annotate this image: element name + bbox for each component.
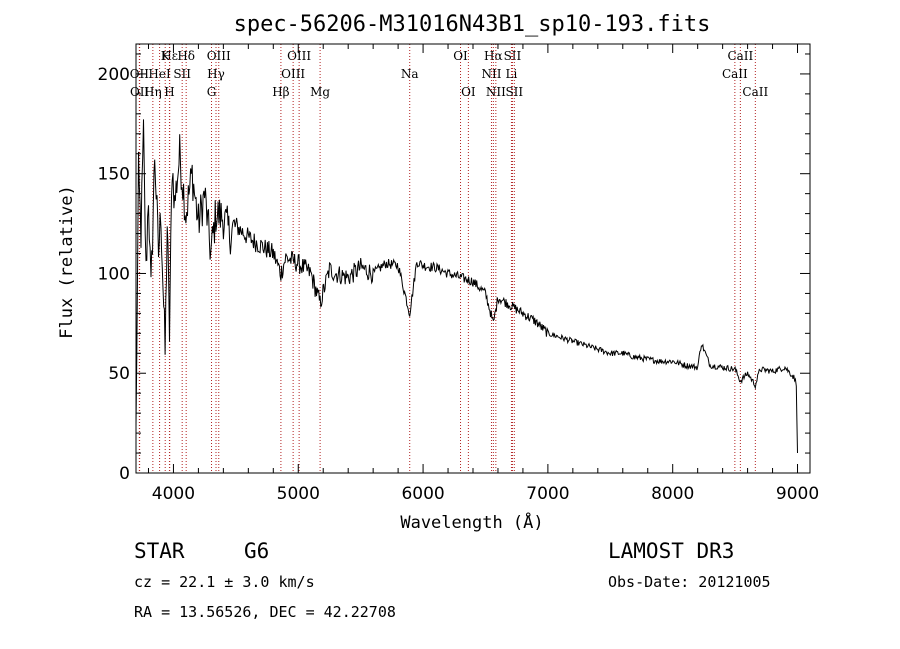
line-label-10: Hγ [207, 67, 225, 81]
y-axis-label: Flux (relative) [57, 185, 77, 339]
line-label-17: OI [453, 49, 468, 63]
line-label-19: Hα [484, 49, 503, 63]
redshift-value: cz = 22.1 ± 3.0 km/s [134, 573, 315, 591]
line-label-3: Hη [144, 85, 162, 99]
line-label-27: CaII [742, 85, 768, 99]
y-tick-label-0: 0 [119, 464, 130, 484]
line-label-14: Hβ [272, 85, 289, 99]
y-tick-label-3: 150 [98, 165, 130, 185]
line-label-15: Mg [310, 85, 330, 99]
chart-title: spec-56206-M31016N43B1_sp10-193.fits [234, 12, 711, 37]
x-tick-label-3: 7000 [526, 484, 569, 504]
line-label-9: OIII [207, 49, 231, 63]
line-label-13: OIII [281, 67, 305, 81]
y-tick-label-1: 50 [108, 364, 130, 384]
spectrum-line [135, 119, 798, 454]
line-label-23: NII [486, 85, 506, 99]
subclass: G6 [244, 539, 270, 563]
line-label-16: Na [401, 67, 419, 81]
observation-date: Obs-Date: 20121005 [608, 573, 771, 591]
x-tick-label-1: 5000 [277, 484, 320, 504]
line-label-24: SII [505, 85, 523, 99]
y-tick-label-4: 200 [98, 65, 130, 85]
line-label-6: SII [173, 67, 191, 81]
x-tick-label-4: 8000 [651, 484, 694, 504]
spectrum-chart: spec-56206-M31016N43B1_sp10-193.fits HεO… [57, 12, 819, 533]
line-label-11: G [207, 85, 217, 99]
plot-frame [135, 43, 811, 474]
line-label-22: Li [506, 67, 518, 81]
y-tick-label-2: 100 [98, 264, 130, 284]
x-tick-label-2: 6000 [401, 484, 444, 504]
line-label-7: H [164, 85, 174, 99]
object-class: STAR [134, 539, 185, 563]
line-label-21: NII [481, 67, 501, 81]
line-label-5: K [161, 49, 171, 63]
survey-name: LAMOST DR3 [608, 539, 735, 563]
line-label-20: SII [504, 49, 522, 63]
line-label-8: Hδ [177, 49, 195, 63]
line-label-2: HeI [148, 67, 171, 81]
axis-ticks: 4000 5000 6000 7000 8000 9000 0 50 100 150 200 [98, 44, 819, 504]
line-label-18: OI [461, 85, 476, 99]
x-axis-label: Wavelength (Å) [400, 511, 543, 533]
line-label-12: OIII [287, 49, 311, 63]
line-label-26: CaII [722, 67, 748, 81]
coordinates: RA = 13.56526, DEC = 42.22708 [134, 603, 396, 621]
line-label-4: OII [130, 85, 150, 99]
x-tick-label-5: 9000 [776, 484, 819, 504]
x-tick-label-0: 4000 [152, 484, 195, 504]
line-label-25: CaII [727, 49, 753, 63]
